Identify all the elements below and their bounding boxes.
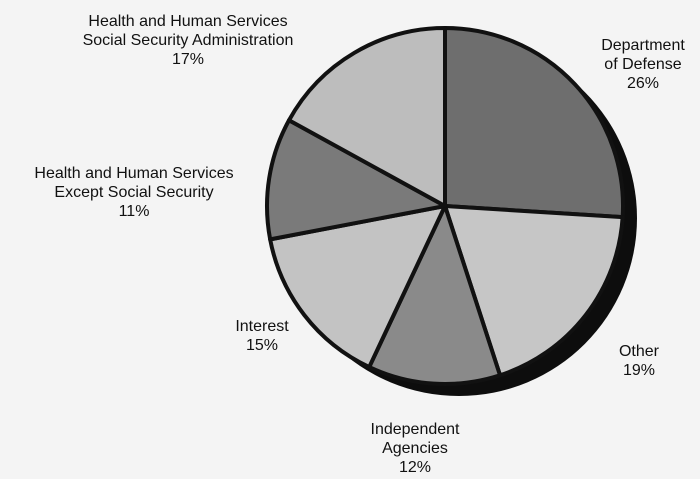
pie-slice-1 [443, 204, 625, 378]
label-independent-agencies: Independent Agencies 12% [370, 421, 460, 476]
label-interest: Interest 15% [235, 318, 289, 354]
pie-slice-4 [265, 118, 447, 242]
pie-slice-5 [287, 26, 447, 208]
label-hhs-social-security-administration: Health and Human Services Social Securit… [82, 13, 294, 68]
pie-slice-0 [443, 26, 626, 220]
label-other: Other 19% [618, 343, 659, 379]
pie-slice-2 [367, 204, 503, 386]
pie-slice-3 [268, 204, 447, 370]
label-department-of-defense: Department of Defense 26% [601, 37, 685, 92]
label-hhs-except-social-security: Health and Human Services Except Social … [34, 165, 234, 220]
